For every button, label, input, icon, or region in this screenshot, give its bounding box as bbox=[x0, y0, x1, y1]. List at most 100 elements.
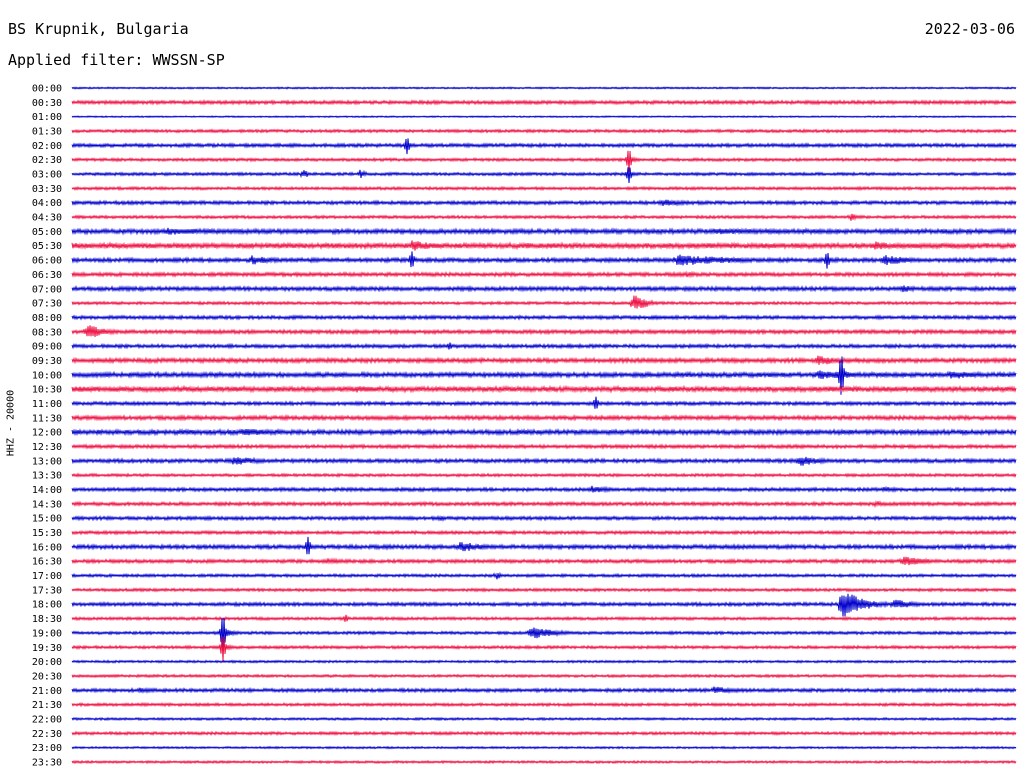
trace-row-1300 bbox=[71, 456, 1017, 466]
time-tick-label: 23:00 bbox=[32, 743, 62, 754]
trace-row-1930 bbox=[71, 636, 1017, 662]
time-tick-label: 16:00 bbox=[32, 542, 62, 553]
trace-row-1530 bbox=[71, 529, 1017, 536]
time-tick-label: 05:00 bbox=[32, 227, 62, 238]
time-tick-label: 22:30 bbox=[32, 729, 62, 740]
time-tick-label: 16:30 bbox=[32, 557, 62, 568]
time-tick-label: 21:00 bbox=[32, 686, 62, 697]
time-tick-label: 19:30 bbox=[32, 643, 62, 654]
trace-row-1830 bbox=[71, 614, 1017, 622]
time-tick-label: 14:30 bbox=[32, 499, 62, 510]
trace-row-2200 bbox=[71, 716, 1017, 722]
time-tick-label: 09:30 bbox=[32, 356, 62, 367]
trace-row-0830 bbox=[71, 325, 1017, 338]
time-tick-label: 11:00 bbox=[32, 399, 62, 410]
trace-row-0500 bbox=[71, 227, 1017, 236]
time-tick-label: 15:00 bbox=[32, 514, 62, 525]
trace-row-0600 bbox=[71, 251, 1017, 269]
trace-row-2100 bbox=[71, 686, 1017, 694]
trace-row-2000 bbox=[71, 659, 1017, 664]
time-tick-label: 14:00 bbox=[32, 485, 62, 496]
time-tick-label: 23:30 bbox=[32, 757, 62, 768]
time-tick-label: 20:00 bbox=[32, 657, 62, 668]
time-tick-label: 03:30 bbox=[32, 184, 62, 195]
trace-row-1000 bbox=[71, 356, 1017, 395]
trace-row-0900 bbox=[71, 342, 1017, 350]
time-tick-label: 08:00 bbox=[32, 313, 62, 324]
trace-row-2030 bbox=[71, 673, 1017, 679]
time-tick-label: 02:30 bbox=[32, 155, 62, 166]
time-tick-label: 12:30 bbox=[32, 442, 62, 453]
trace-row-0030 bbox=[71, 99, 1017, 106]
time-tick-label: 00:00 bbox=[32, 84, 62, 95]
trace-row-2330 bbox=[71, 759, 1017, 765]
time-tick-label: 02:00 bbox=[32, 141, 62, 152]
station-title: BS Krupnik, Bulgaria bbox=[8, 20, 189, 38]
trace-row-0800 bbox=[71, 314, 1017, 321]
trace-row-1130 bbox=[71, 413, 1017, 422]
trace-row-0200 bbox=[71, 138, 1017, 155]
trace-row-2130 bbox=[71, 701, 1017, 708]
trace-row-0700 bbox=[71, 284, 1017, 293]
trace-row-0630 bbox=[71, 270, 1017, 279]
date-label: 2022-03-06 bbox=[924, 20, 1015, 38]
trace-row-0930 bbox=[71, 355, 1017, 365]
time-tick-label: 10:00 bbox=[32, 370, 62, 381]
trace-row-0100 bbox=[71, 115, 1017, 119]
time-tick-label: 13:00 bbox=[32, 456, 62, 467]
trace-row-1030 bbox=[71, 384, 1017, 394]
time-tick-label: 04:00 bbox=[32, 198, 62, 209]
time-tick-label: 17:30 bbox=[32, 585, 62, 596]
trace-row-1730 bbox=[71, 587, 1017, 593]
trace-row-1900 bbox=[71, 617, 1017, 653]
time-tick-label: 19:00 bbox=[32, 628, 62, 639]
trace-row-0230 bbox=[71, 150, 1017, 172]
time-tick-label: 07:00 bbox=[32, 284, 62, 295]
trace-row-1400 bbox=[71, 485, 1017, 494]
trace-row-0430 bbox=[71, 213, 1017, 221]
time-tick-label: 17:00 bbox=[32, 571, 62, 582]
trace-row-1600 bbox=[71, 536, 1017, 555]
time-tick-label: 13:30 bbox=[32, 471, 62, 482]
trace-row-2230 bbox=[71, 730, 1017, 737]
trace-row-0330 bbox=[71, 185, 1017, 192]
filter-label: Applied filter: WWSSN-SP bbox=[8, 51, 225, 69]
time-tick-label: 01:30 bbox=[32, 127, 62, 138]
time-tick-label: 10:30 bbox=[32, 385, 62, 396]
time-tick-label: 09:00 bbox=[32, 342, 62, 353]
time-tick-label: 21:30 bbox=[32, 700, 62, 711]
time-tick-label: 15:30 bbox=[32, 528, 62, 539]
time-tick-label: 05:30 bbox=[32, 241, 62, 252]
time-tick-label: 20:30 bbox=[32, 671, 62, 682]
time-tick-label: 00:30 bbox=[32, 98, 62, 109]
trace-row-1800 bbox=[71, 593, 1017, 617]
time-tick-label: 11:30 bbox=[32, 413, 62, 424]
trace-row-1330 bbox=[71, 472, 1017, 479]
trace-row-1630 bbox=[71, 556, 1017, 566]
time-tick-label: 18:00 bbox=[32, 600, 62, 611]
time-tick-label: 06:30 bbox=[32, 270, 62, 281]
trace-row-0300 bbox=[71, 167, 1017, 183]
time-tick-label: 22:00 bbox=[32, 714, 62, 725]
time-tick-label: 06:00 bbox=[32, 256, 62, 267]
time-tick-label: 08:30 bbox=[32, 327, 62, 338]
trace-row-2300 bbox=[71, 745, 1017, 750]
trace-row-1500 bbox=[71, 514, 1017, 523]
trace-row-1100 bbox=[71, 396, 1017, 409]
trace-row-0400 bbox=[71, 199, 1017, 207]
trace-row-0000 bbox=[71, 86, 1017, 90]
time-tick-label: 07:30 bbox=[32, 299, 62, 310]
trace-row-1430 bbox=[71, 500, 1017, 509]
trace-row-1200 bbox=[71, 427, 1017, 437]
time-tick-label: 03:00 bbox=[32, 170, 62, 181]
trace-row-0730 bbox=[71, 295, 1017, 309]
time-tick-label: 04:30 bbox=[32, 213, 62, 224]
trace-row-1700 bbox=[71, 571, 1017, 580]
trace-row-0530 bbox=[71, 240, 1017, 251]
time-tick-label: 18:30 bbox=[32, 614, 62, 625]
time-tick-label: 01:00 bbox=[32, 112, 62, 123]
trace-row-0130 bbox=[71, 128, 1017, 134]
time-tick-label: 12:00 bbox=[32, 428, 62, 439]
trace-row-1230 bbox=[71, 443, 1017, 450]
